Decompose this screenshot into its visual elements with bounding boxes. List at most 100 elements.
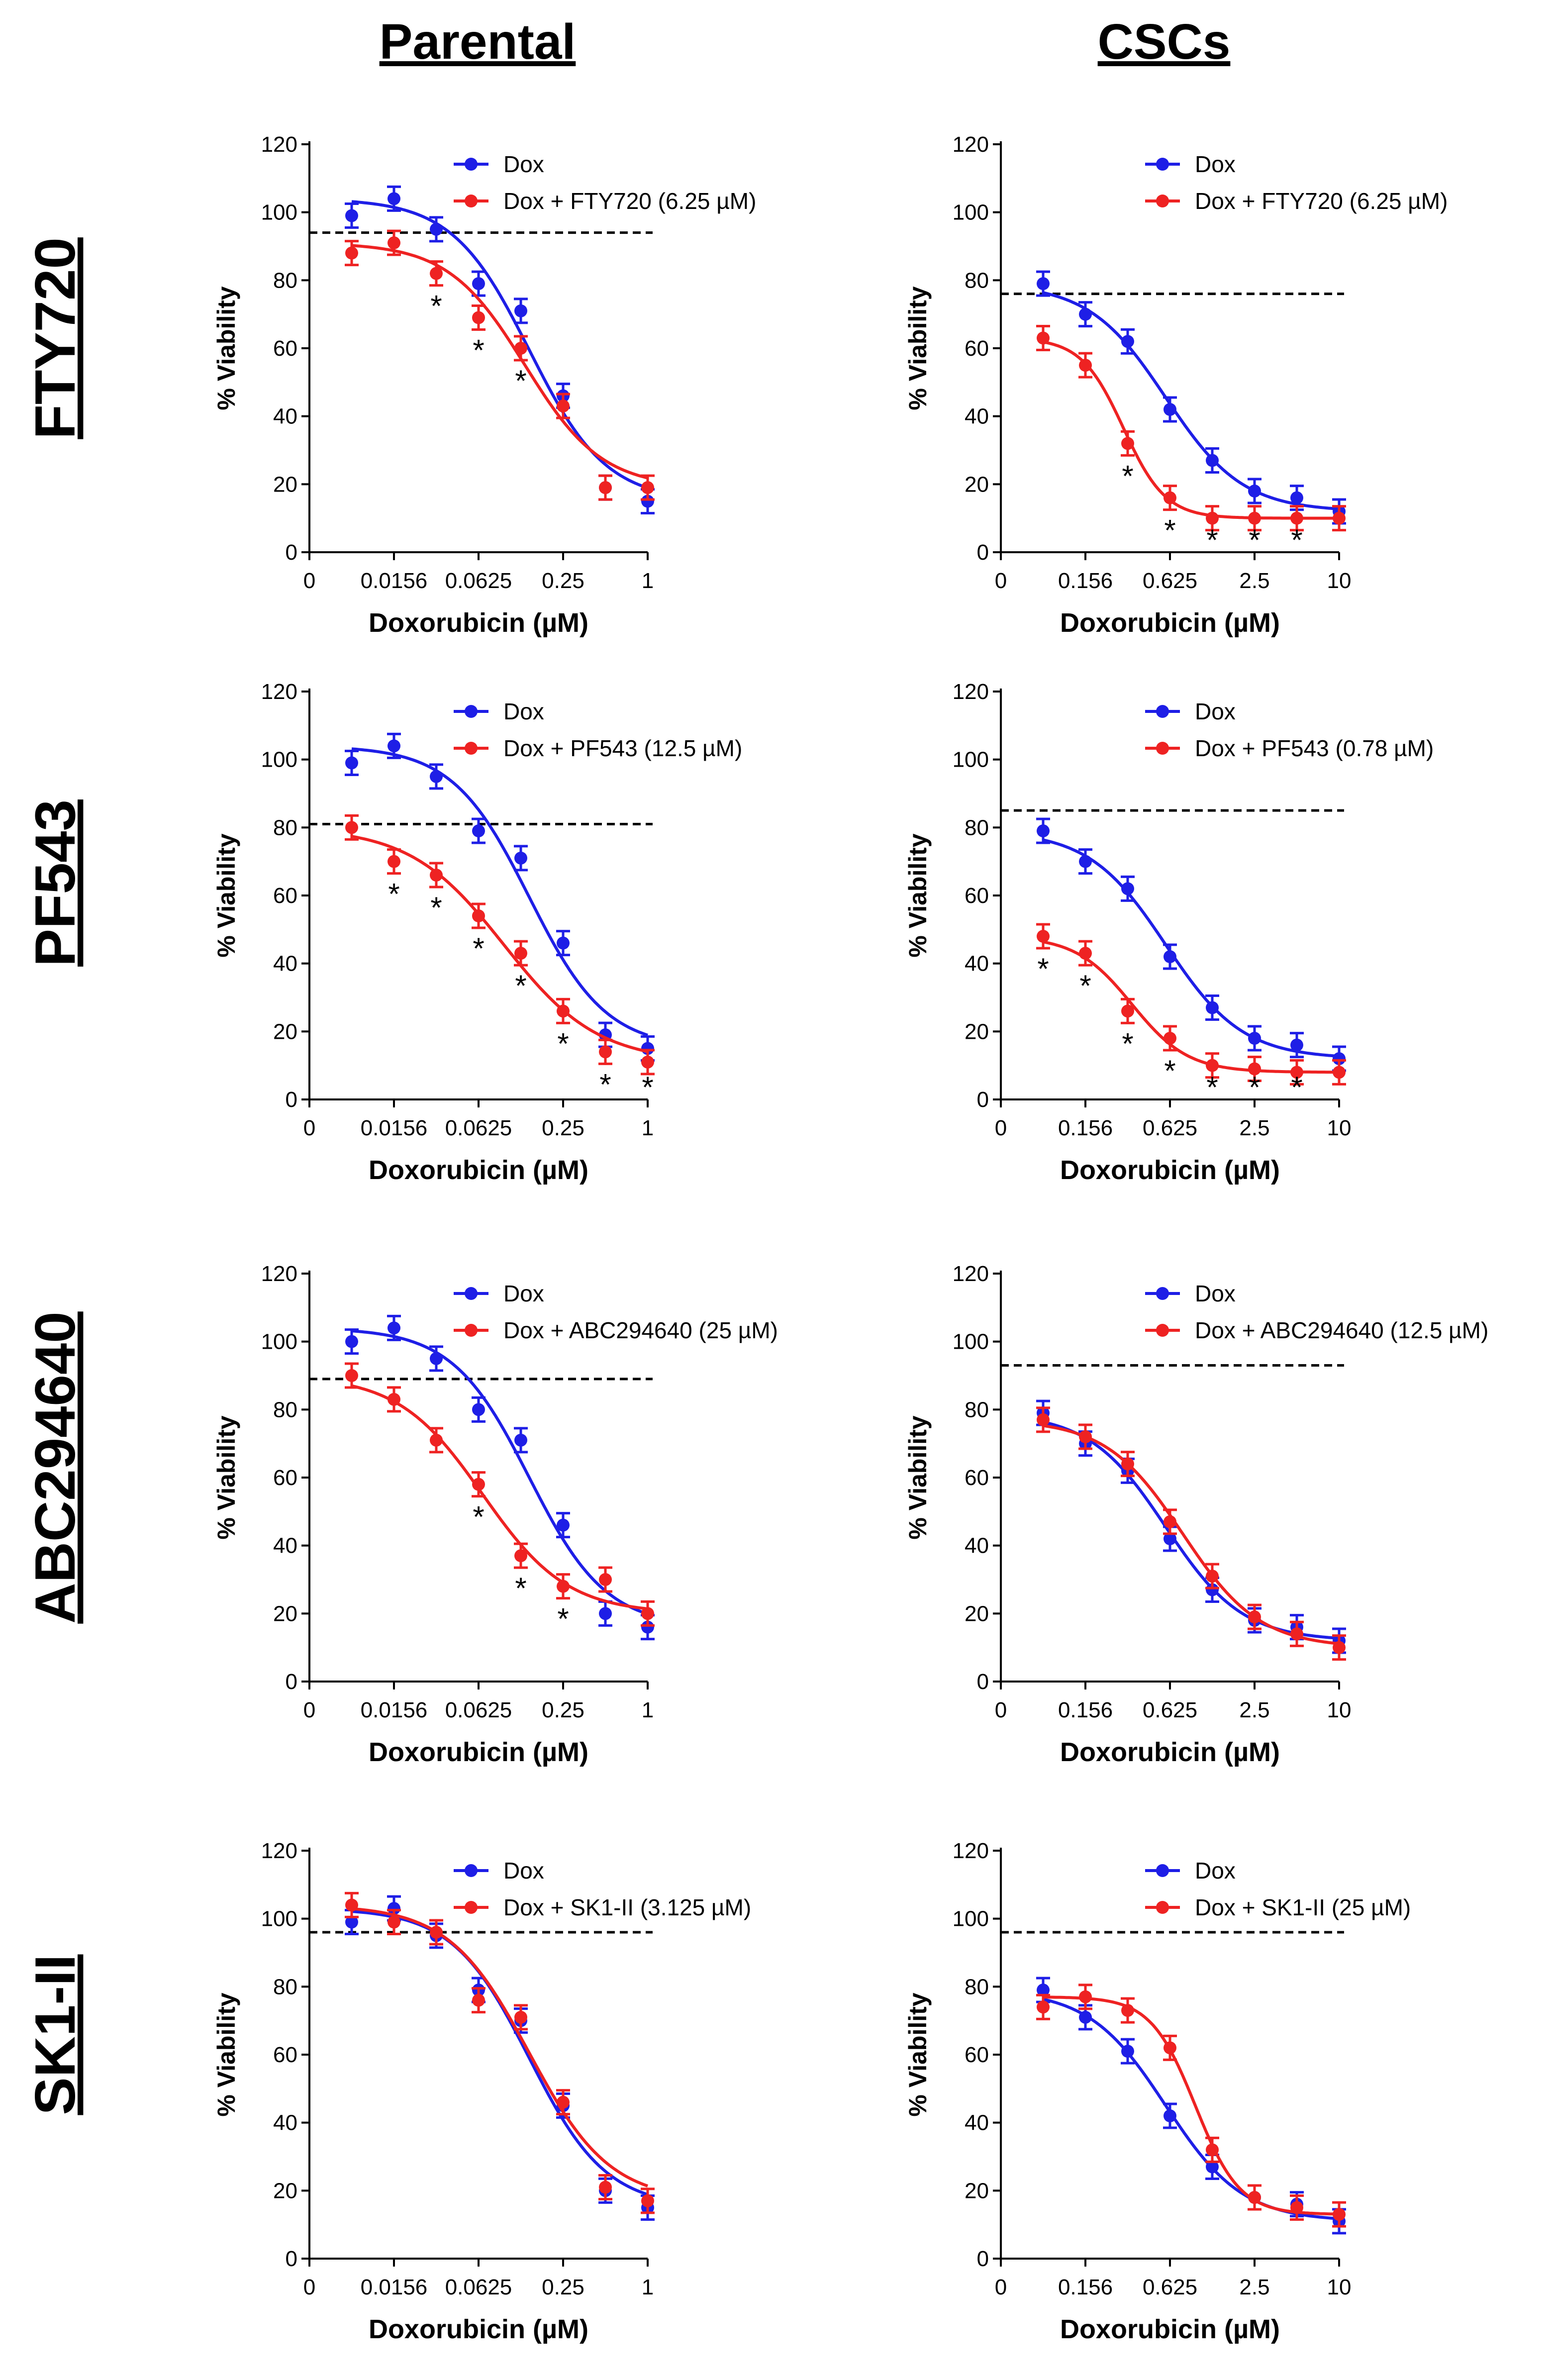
- y-tick-label: 40: [965, 1534, 989, 1558]
- data-point: [641, 1055, 654, 1069]
- legend-marker: [1156, 742, 1169, 755]
- x-tick-label: 0.625: [1143, 1116, 1197, 1140]
- significance-asterisk: *: [557, 1602, 569, 1636]
- significance-asterisk: *: [1164, 514, 1175, 547]
- data-point: [388, 236, 400, 250]
- data-point: [345, 756, 358, 770]
- y-tick-label: 0: [977, 1088, 989, 1112]
- column-title-cscs: CSCs: [1098, 14, 1231, 70]
- data-point: [599, 2181, 612, 2194]
- significance-asterisk: *: [599, 1068, 611, 1101]
- chart-parental-sk1-ii: 0 20 40 60 80 100 120 0 0.0156 0.0625 0.25 1 % Viabi…: [212, 1839, 751, 2344]
- series-combo-fit-curve: [351, 835, 648, 1053]
- row-title-fty720: FTY720: [24, 237, 87, 439]
- data-point: [1037, 2000, 1050, 2014]
- x-tick-label: 0.156: [1058, 2275, 1113, 2299]
- x-tick-label: 2.5: [1239, 569, 1269, 593]
- x-tick-label: 10: [1327, 1116, 1352, 1140]
- x-axis-label: Doxorubicin (µM): [1060, 1155, 1280, 1185]
- legend-marker: [1156, 195, 1169, 207]
- data-point: [1037, 824, 1050, 838]
- x-axis-label: Doxorubicin (µM): [369, 1737, 588, 1767]
- y-tick-label: 80: [273, 268, 297, 293]
- significance-asterisk: *: [515, 1572, 526, 1605]
- significance-asterisk: *: [1249, 523, 1260, 557]
- legend-label: Dox: [503, 151, 544, 177]
- legend-marker: [465, 705, 478, 718]
- x-tick-label: 0.625: [1143, 569, 1197, 593]
- legend-label: Dox: [503, 1281, 544, 1306]
- y-tick-label: 100: [261, 1907, 297, 1931]
- legend-marker: [1156, 1287, 1169, 1300]
- chart-cscs-sk1-ii: 0 20 40 60 80 100 120 0 0.156 0.625 2.5 10 % Viabili…: [904, 1839, 1411, 2344]
- data-point: [557, 2095, 570, 2109]
- y-tick-label: 20: [965, 1019, 989, 1044]
- data-point: [1164, 403, 1176, 416]
- data-point: [641, 481, 654, 495]
- data-point: [388, 192, 400, 205]
- significance-asterisk: *: [1122, 1027, 1133, 1060]
- row-title-sk1-ii: SK1-II: [24, 1954, 87, 2115]
- data-point: [345, 1915, 358, 1929]
- y-axis-label: % Viability: [904, 286, 932, 410]
- data-point: [514, 2010, 527, 2024]
- x-tick-label: 0: [303, 1116, 315, 1140]
- y-tick-label: 80: [965, 1975, 989, 1999]
- data-point: [472, 1403, 485, 1416]
- data-point: [1121, 882, 1134, 895]
- data-point: [345, 209, 358, 222]
- y-tick-label: 40: [965, 404, 989, 429]
- data-point: [1290, 1066, 1303, 1079]
- x-tick-label: 0.0625: [445, 569, 512, 593]
- x-tick-label: 2.5: [1239, 1698, 1269, 1722]
- y-tick-label: 0: [977, 1670, 989, 1694]
- series-combo-fit-curve: [1043, 1424, 1340, 1645]
- data-point: [430, 222, 443, 236]
- x-tick-label: 0: [995, 1698, 1007, 1722]
- legend-marker: [1156, 1864, 1169, 1877]
- x-tick-label: 1: [642, 2275, 654, 2299]
- y-tick-label: 80: [273, 1975, 297, 1999]
- significance-asterisk: *: [1249, 1071, 1260, 1104]
- legend-label: Dox + FTY720 (6.25 µM): [1195, 188, 1448, 214]
- legend-marker: [465, 742, 478, 755]
- data-point: [514, 1433, 527, 1447]
- y-axis-label: % Viability: [904, 833, 932, 957]
- x-axis-label: Doxorubicin (µM): [369, 2314, 588, 2344]
- x-tick-label: 0.25: [542, 1116, 584, 1140]
- data-point: [430, 1433, 443, 1447]
- legend-label: Dox: [1195, 1281, 1236, 1306]
- data-point: [1206, 454, 1219, 467]
- data-point: [388, 1902, 400, 1915]
- data-point: [557, 1580, 570, 1593]
- y-tick-label: 0: [286, 1088, 297, 1112]
- data-point: [599, 1045, 612, 1059]
- x-tick-label: 0.0625: [445, 1698, 512, 1722]
- x-tick-label: 1: [642, 1698, 654, 1722]
- data-point: [1248, 1610, 1261, 1624]
- row-title-pf543: PF543: [24, 799, 87, 967]
- legend-marker: [1156, 705, 1169, 718]
- significance-asterisk: *: [473, 334, 484, 367]
- chart-cscs-pf543: 0 20 40 60 80 100 120 0 0.156 0.625 2.5 10 % Viabili…: [904, 680, 1434, 1185]
- y-tick-label: 0: [286, 1670, 297, 1694]
- data-point: [1079, 2010, 1092, 2024]
- series-combo-fit-curve: [351, 1384, 648, 1610]
- legend-marker: [465, 195, 478, 207]
- data-point: [599, 1573, 612, 1586]
- y-axis-label: % Viability: [212, 833, 240, 957]
- data-point: [345, 1369, 358, 1382]
- legend-label: Dox: [503, 698, 544, 724]
- y-tick-label: 40: [273, 2111, 297, 2135]
- y-tick-label: 120: [953, 1262, 989, 1286]
- legend-marker: [1156, 158, 1169, 171]
- x-tick-label: 2.5: [1239, 1116, 1269, 1140]
- data-point: [557, 1004, 570, 1018]
- data-point: [472, 824, 485, 838]
- data-point: [472, 1478, 485, 1491]
- series-combo-fit-curve: [1043, 340, 1339, 520]
- y-tick-label: 100: [953, 1330, 989, 1354]
- y-tick-label: 60: [965, 2043, 989, 2067]
- y-tick-label: 80: [273, 1397, 297, 1422]
- data-point: [1079, 947, 1092, 960]
